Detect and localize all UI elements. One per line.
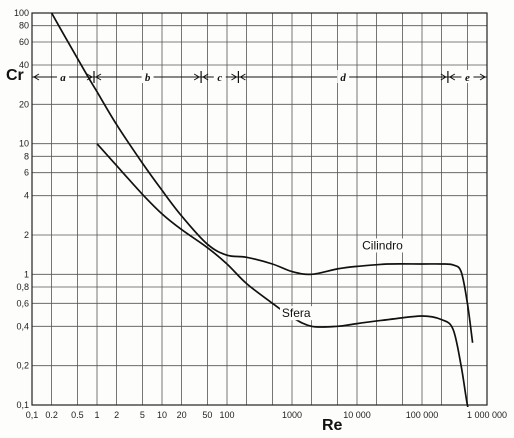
- y-tick-label: 60: [19, 37, 29, 47]
- x-tick-label: 10: [157, 410, 167, 420]
- x-tick-label: 0,1: [26, 410, 39, 420]
- y-tick-label: 0,2: [16, 361, 29, 371]
- regime-label: c: [217, 72, 222, 84]
- x-tick-label: 20: [177, 410, 187, 420]
- x-tick-label: 10 000: [343, 410, 371, 420]
- regime-label: e: [465, 72, 470, 84]
- x-tick-label: 0.5: [71, 410, 84, 420]
- regime-arrow-right: [479, 73, 486, 81]
- tick-labels: 0,1 0.2 0.5 1 2 5 10 20 50 100 1000 10 000 100 000 1 …: [14, 8, 507, 420]
- series-label-bg: [360, 238, 421, 253]
- regime-arrow-left: [95, 73, 102, 81]
- y-tick-label: 100: [14, 8, 29, 18]
- y-tick-label: 40: [19, 60, 29, 70]
- x-tick-label: 100: [219, 410, 234, 420]
- regime-arrow-right: [231, 73, 238, 81]
- regime-markers: a b c d e: [32, 70, 487, 84]
- x-tick-label: 2: [114, 410, 119, 420]
- regime-arrow-right: [193, 73, 201, 81]
- regime-label: a: [60, 72, 66, 84]
- y-tick-label: 2: [24, 230, 29, 240]
- series-label-cilindro: Cilindro: [362, 238, 403, 252]
- y-tick-label: 4: [24, 191, 29, 201]
- series-line-cilindro: [50, 13, 474, 343]
- regime-label-bg: [337, 70, 350, 83]
- regime-arrow-left: [239, 73, 246, 81]
- y-axis-title: Cr: [6, 67, 24, 84]
- y-tick-label: 1: [24, 269, 29, 279]
- y-tick-label: 6: [24, 168, 29, 178]
- y-tick-label: 0,8: [16, 282, 29, 292]
- x-tick-label: 50: [202, 410, 212, 420]
- series-line-sfera: [96, 143, 469, 407]
- x-tick-label: 5: [140, 410, 145, 420]
- plot-frame: [31, 12, 488, 406]
- x-tick-label: 0.2: [45, 410, 58, 420]
- x-tick-label: 1000: [282, 410, 302, 420]
- series-lines: Cilindro Sfera: [50, 13, 474, 407]
- x-axis-title: Re: [322, 417, 343, 434]
- y-tick-label: 8: [24, 151, 29, 161]
- y-tick-label: 0,4: [16, 321, 29, 331]
- series-label-bg: [279, 306, 319, 321]
- regime-arrow-left: [202, 73, 209, 81]
- grid: [31, 12, 488, 406]
- series-label-sfera: Sfera: [282, 306, 311, 320]
- regime-arrow-right: [440, 73, 447, 81]
- y-tick-label: 0,6: [16, 298, 29, 308]
- y-tick-label: 10: [19, 139, 29, 149]
- x-tick-label: 1 000 000: [467, 410, 507, 420]
- x-tick-label: 1: [94, 410, 99, 420]
- regime-arrow-left: [33, 73, 40, 81]
- y-tick-label: 20: [19, 99, 29, 109]
- x-tick-label: 100 000: [406, 410, 439, 420]
- regime-label: d: [340, 72, 346, 84]
- regime-label-bg: [213, 70, 226, 83]
- y-tick-label: 0,1: [16, 400, 29, 410]
- regime-arrow-left: [448, 73, 456, 81]
- regime-label-bg: [57, 70, 70, 83]
- regime-label-bg: [141, 70, 154, 83]
- regime-label-bg: [461, 70, 474, 83]
- regime-label: b: [145, 72, 151, 84]
- y-tick-label: 80: [19, 21, 29, 31]
